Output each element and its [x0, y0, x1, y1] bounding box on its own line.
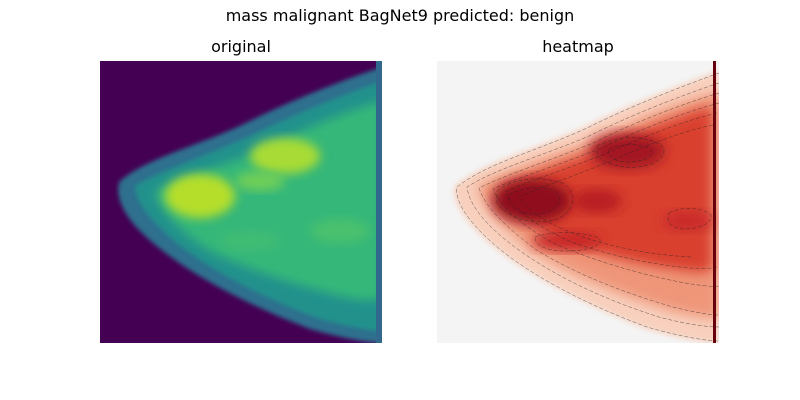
figure-title: mass malignant BagNet9 predicted: benign [225, 6, 575, 25]
tissue-inner [155, 101, 382, 301]
original-panel-title: original [211, 37, 271, 56]
hotspot-5 [532, 231, 602, 251]
dense-region-3 [235, 171, 285, 191]
hotspot-3 [572, 189, 622, 213]
hotspot-4 [662, 211, 712, 231]
border-strip [376, 61, 382, 343]
heatmap-image-svg [437, 61, 719, 343]
contour-lines [456, 72, 719, 342]
dense-region-2 [250, 138, 320, 174]
original-image [100, 61, 382, 343]
heatmap-image [437, 61, 719, 343]
edge-line [713, 61, 716, 343]
hotspot-1 [492, 179, 572, 223]
original-image-svg [100, 61, 382, 343]
dense-region-1 [165, 174, 235, 218]
heatmap-panel-title: heatmap [542, 37, 614, 56]
hotspot-2 [589, 133, 665, 169]
dense-region-5 [220, 231, 280, 251]
dense-region-4 [310, 219, 370, 243]
